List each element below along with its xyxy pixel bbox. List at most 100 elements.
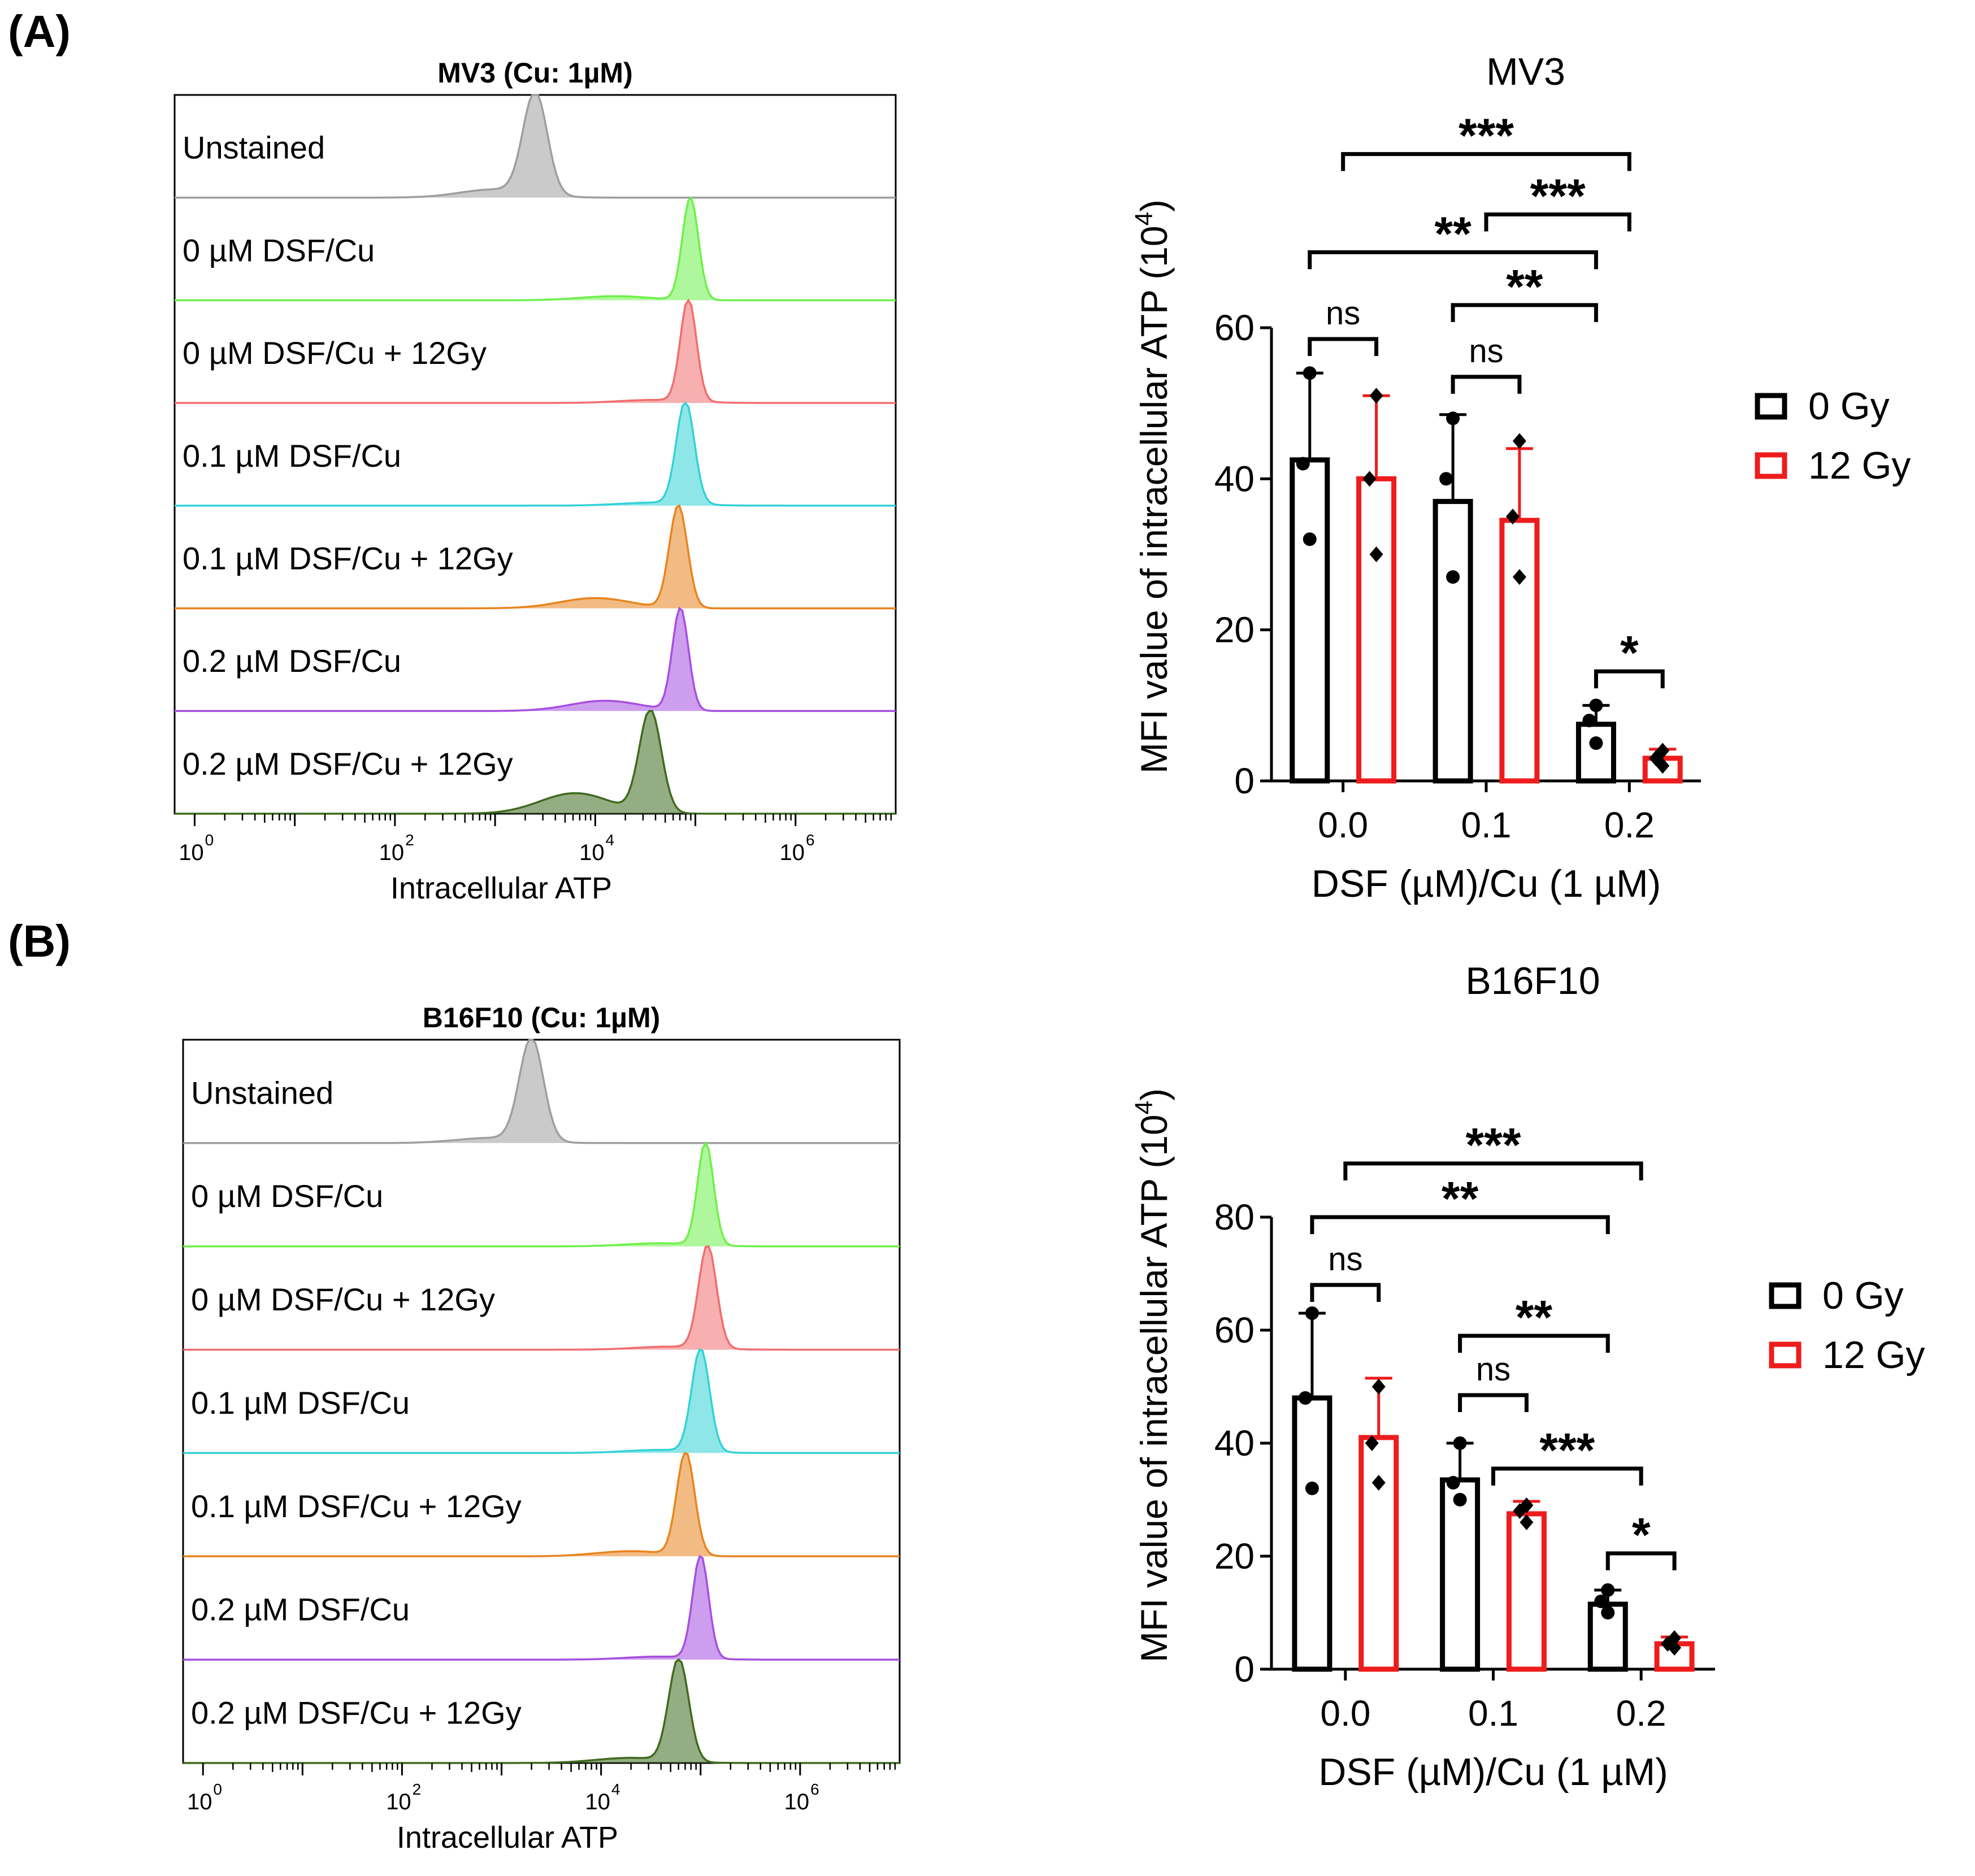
bar-b-point-0-0-0 (1305, 1306, 1319, 1320)
bar-a-point-0-1-2 (1446, 570, 1460, 584)
bar-a-sig-label-1: *** (1530, 170, 1586, 223)
bar-a-sig-label-5: ns (1469, 333, 1503, 370)
hist-a-tick-label-base: 10 (780, 840, 805, 865)
hist-b-tick-label-exp: 2 (413, 1781, 422, 1798)
bar-a-sig-label-6: * (1620, 626, 1639, 679)
bar-b-point-0-2-1 (1594, 1595, 1608, 1608)
bar-a-x-tick-label-0: 0.0 (1318, 805, 1368, 845)
bar-b-bracket-5 (1491, 1466, 1643, 1486)
bar-a-title: MV3 (1486, 50, 1565, 93)
bar-a-point-0-2-0 (1589, 698, 1603, 713)
hist-a-peak-line-2 (175, 298, 896, 404)
bar-a-point-1-1-1 (1505, 509, 1520, 525)
bar-a-x-tick-label-2: 0.2 (1604, 805, 1655, 845)
bar-a-point-1-1-0 (1512, 433, 1526, 449)
bar-b-bracket-0 (1343, 1161, 1643, 1180)
bar-a-point-0-1-0 (1446, 411, 1460, 425)
bar-a-sig-label-4: ns (1326, 295, 1360, 332)
hist-a-peak-line-0 (175, 94, 896, 199)
bar-b-y-tick-label-2: 40 (1214, 1423, 1255, 1464)
hist-a-peak-line-1 (175, 196, 896, 302)
bar-a-bar-0-2 (1575, 722, 1616, 784)
hist-a-row-label-0: Unstained (183, 130, 325, 166)
bar-b-point-0-1-0 (1453, 1436, 1467, 1450)
bar-b-x-tick-label-2: 0.2 (1616, 1693, 1666, 1734)
hist-a-row-label-3: 0.1 µM DSF/Cu (183, 438, 401, 474)
hist-b-row-label-3: 0.1 µM DSF/Cu (191, 1385, 410, 1421)
hist-a-peak-line-5 (175, 606, 896, 713)
hist-a-tick-label-base: 10 (379, 840, 405, 865)
bar-b-ylabel: MFI value of intracellular ATP (104) (1130, 1088, 1175, 1662)
hist-b-row-label-4: 0.1 µM DSF/Cu + 12Gy (191, 1488, 522, 1524)
bar-b-xlabel: DSF (µM)/Cu (1 µM) (1318, 1751, 1668, 1794)
bar-a-bracket-4 (1308, 337, 1379, 357)
bar-a-point-1-0-2 (1369, 546, 1383, 562)
bar-a-point-1-0-1 (1362, 471, 1377, 487)
bar-b-y-tick-label-3: 60 (1214, 1310, 1255, 1350)
hist-b-tick-label-exp: 0 (213, 1781, 222, 1798)
bar-a-y-tick-label-2: 40 (1214, 458, 1255, 499)
hist-b-row-label-6: 0.2 µM DSF/Cu + 12Gy (191, 1695, 522, 1731)
bar-a-point-1-2-2 (1656, 758, 1670, 774)
bar-b-bar-0-0 (1292, 1395, 1332, 1672)
bar-b-sig-label-1: ** (1442, 1172, 1479, 1225)
hist-b-row-label-0: Unstained (191, 1075, 333, 1110)
bar-a-bracket-2 (1308, 250, 1598, 270)
bar-b-point-0-2-2 (1601, 1606, 1615, 1619)
hist-b-peak-line-2 (183, 1245, 900, 1351)
panel-a-letter: (A) (8, 6, 71, 57)
bar-b-y-tick-label-1: 20 (1214, 1536, 1255, 1577)
bar-a-bracket-3 (1451, 303, 1598, 322)
bar-b-point-0-0-1 (1298, 1391, 1312, 1405)
bar-a-bracket-5 (1451, 375, 1522, 394)
hist-a-tick-label-base: 10 (179, 840, 204, 865)
hist-a-row-label-6: 0.2 µM DSF/Cu + 12Gy (183, 746, 513, 781)
hist-b-tick-label-base: 10 (784, 1790, 810, 1814)
hist-a-tick-label-exp: 2 (405, 831, 414, 849)
hist-b-tick-label-base: 10 (386, 1790, 411, 1814)
bar-a-bracket-1 (1484, 212, 1631, 232)
hist-b-peak-fill-2 (183, 1246, 900, 1350)
bar-a-legend-swatch-0 (1755, 393, 1787, 420)
bar-a-sig-label-2: ** (1434, 207, 1472, 260)
hist-b-peak-line-4 (183, 1452, 900, 1558)
bar-b-bracket-1 (1310, 1215, 1610, 1234)
bar-b-bar-1-1 (1506, 1511, 1547, 1672)
bar-a-point-0-0-0 (1303, 366, 1317, 380)
hist-b-peak-fill-0 (183, 1040, 900, 1143)
bar-a-xlabel: DSF (µM)/Cu (1 µM) (1312, 862, 1661, 905)
bar-a-legend-label-1: 12 Gy (1808, 444, 1911, 487)
bar-b-point-0-0-2 (1305, 1482, 1319, 1495)
hist-b-tick-label-exp: 6 (810, 1781, 819, 1798)
bar-b-sig-label-3: ** (1516, 1291, 1553, 1344)
hist-b-peak-line-5 (183, 1554, 900, 1661)
bar-b-legend-label-1: 12 Gy (1822, 1334, 1925, 1376)
bar-b-bracket-2 (1310, 1283, 1381, 1302)
bar-b-legend-label-0: 0 Gy (1822, 1274, 1904, 1317)
hist-a-tick-label-exp: 0 (205, 831, 214, 849)
hist-b-tick-label-base: 10 (187, 1790, 212, 1814)
hist-b-tick-label-base: 10 (585, 1790, 610, 1814)
bar-b-point-1-0-2 (1371, 1475, 1386, 1491)
bar-a-sig-label-3: ** (1506, 260, 1543, 313)
bar-b-sig-label-6: * (1632, 1508, 1651, 1561)
bar-b-x-tick-label-1: 0.1 (1468, 1693, 1518, 1734)
hist-b-row-label-1: 0 µM DSF/Cu (191, 1178, 383, 1214)
bar-a-ylabel: MFI value of intracellular ATP (104) (1130, 199, 1175, 774)
hist-a-title: MV3 (Cu: 1µM) (437, 57, 632, 89)
hist-a-row-label-1: 0 µM DSF/Cu (183, 232, 375, 268)
bar-b-point-1-1-2 (1520, 1514, 1534, 1530)
hist-a-row-label-5: 0.2 µM DSF/Cu (183, 643, 401, 679)
bar-a-point-0-0-1 (1296, 457, 1310, 471)
bar-a-point-1-1-2 (1512, 569, 1526, 585)
hist-b-title: B16F10 (Cu: 1µM) (423, 1002, 661, 1033)
panel-b-letter: (B) (8, 916, 71, 966)
hist-b-peak-line-3 (183, 1348, 900, 1454)
bar-b-point-1-0-1 (1365, 1435, 1379, 1451)
bar-b-legend-swatch-0 (1769, 1282, 1802, 1309)
hist-b-row-label-2: 0 µM DSF/Cu + 12Gy (191, 1282, 495, 1317)
bar-b-bracket-6 (1605, 1551, 1677, 1570)
hist-a-row-label-4: 0.1 µM DSF/Cu + 12Gy (183, 541, 513, 576)
bar-a-point-0-2-1 (1582, 714, 1596, 728)
bar-b-sig-label-0: *** (1465, 1118, 1521, 1171)
